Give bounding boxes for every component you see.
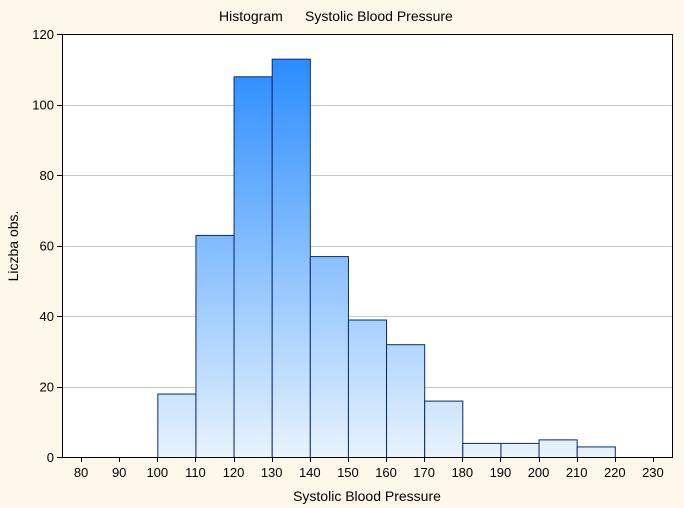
histogram-bar [157,393,197,458]
gridlines [62,105,672,388]
histogram-bar [271,58,311,459]
x-tick-label: 200 [528,465,550,480]
x-axis-ticks: 80 90 100 110 120 130 140 150 160 170 180 190 200 210… [74,457,664,480]
x-tick-label: 190 [490,465,512,480]
y-axis-title: Liczba obs. [5,211,21,282]
x-tick-label: 230 [642,465,664,480]
x-tick-label: 110 [185,465,206,480]
x-tick-label: 150 [337,465,359,480]
chart-title-prefix: Histogram [219,8,283,24]
histogram-bar [309,256,349,459]
y-tick-label: 0 [47,450,54,465]
y-tick-label: 60 [40,239,54,254]
y-tick-label: 80 [40,168,54,183]
y-axis-ticks: 0 20 40 60 80 100 120 [32,27,62,465]
x-tick-label: 130 [261,465,283,480]
x-tick-label: 180 [451,465,473,480]
x-tick-label: 80 [74,465,88,480]
histogram-bar [462,442,502,458]
x-tick-label: 100 [146,465,168,480]
plot-frame [62,34,673,458]
x-tick-label: 160 [375,465,397,480]
x-tick-label: 170 [413,465,435,480]
bars [157,58,616,459]
x-tick-label: 140 [299,465,321,480]
x-axis-title: Systolic Blood Pressure [293,488,441,504]
histogram-bar [195,234,235,458]
y-tick-label: 100 [32,98,54,113]
histogram-bar [538,439,578,458]
x-tick-label: 220 [604,465,626,480]
histogram-bar [576,446,616,458]
histogram-bar [347,319,388,458]
histogram-bar [500,442,540,458]
histogram-bar [386,344,426,459]
x-tick-label: 120 [223,465,245,480]
y-tick-label: 20 [40,380,54,395]
x-tick-label: 90 [112,465,126,480]
chart-title: Systolic Blood Pressure [305,8,453,24]
y-tick-label: 40 [40,309,54,324]
histogram-bar [233,76,273,459]
x-tick-label: 210 [566,465,588,480]
histogram-bar [424,400,464,459]
y-tick-label: 120 [32,27,54,42]
